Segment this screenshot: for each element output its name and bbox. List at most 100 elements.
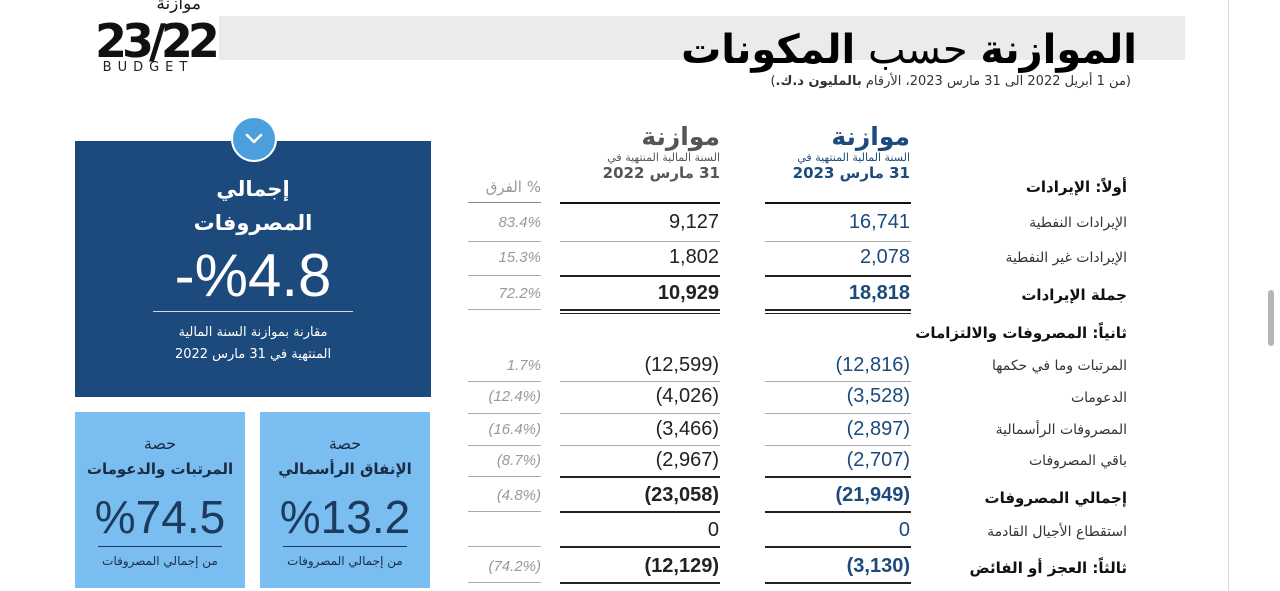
row-rule xyxy=(765,511,911,513)
row-label: جملة الإيرادات xyxy=(1021,286,1127,304)
value-diff: 15.3% xyxy=(498,249,541,266)
value-diff: (8.7%) xyxy=(496,452,541,469)
row-rule xyxy=(765,445,911,446)
value-2023: (3,528) xyxy=(846,385,910,407)
value-2023: (21,949) xyxy=(835,484,911,506)
value-diff: (12.4%) xyxy=(488,388,541,405)
value-2023: 2,078 xyxy=(859,246,910,268)
share-subject: الإنفاق الرأسمالي xyxy=(278,460,412,478)
value-2022: 1,802 xyxy=(668,246,719,268)
column-title: موازنة xyxy=(641,122,720,151)
column-title: موازنة xyxy=(831,122,910,151)
share-heading: حصة xyxy=(143,434,177,453)
title-bold-1: الموازنة xyxy=(980,27,1137,73)
value-diff: (4.8%) xyxy=(496,487,541,504)
share-value: %13.2 xyxy=(279,491,411,543)
value-2022: 9,127 xyxy=(668,211,719,233)
row-rule xyxy=(468,413,541,414)
row-rule xyxy=(468,309,541,310)
value-2023: 16,741 xyxy=(848,211,910,233)
row-rule xyxy=(560,413,720,414)
value-2023: (2,707) xyxy=(846,449,910,471)
value-2022: (4,026) xyxy=(655,385,719,407)
value-2022: (12,599) xyxy=(644,354,720,376)
row-rule xyxy=(765,275,911,277)
column-date: 31 مارس 2022 xyxy=(602,164,720,182)
value-2023: (12,816) xyxy=(835,354,911,376)
value-2022: (12,129) xyxy=(644,555,720,577)
row-label: استقطاع الأجيال القادمة xyxy=(987,524,1127,540)
row-rule xyxy=(765,582,911,584)
row-rule xyxy=(468,476,541,477)
row-rule xyxy=(560,241,720,242)
column-date: 31 مارس 2023 xyxy=(792,164,910,182)
value-diff: (16.4%) xyxy=(488,421,541,438)
share-heading: حصة xyxy=(328,434,362,453)
row-rule xyxy=(765,476,911,478)
value-diff: (74.2%) xyxy=(488,558,541,575)
row-rule xyxy=(560,476,720,478)
row-rule xyxy=(560,511,720,513)
value-2023: 0 xyxy=(898,519,910,541)
title-bold-2: المكونات xyxy=(681,27,856,73)
row-rule xyxy=(560,582,720,584)
salaries-share-panel: حصة المرتبات والدعومات %74.5 من إجمالي ا… xyxy=(75,412,245,588)
logo-english-text: BUDGET xyxy=(102,60,194,75)
value-2022: 0 xyxy=(707,519,719,541)
section-heading-expenses: ثانياً: المصروفات والالتزامات xyxy=(915,324,1127,342)
row-rule xyxy=(765,413,911,414)
page-subtitle: (من 1 أبريل 2022 الى 31 مارس 2023، الأرق… xyxy=(770,74,1131,89)
row-label: الإيرادات النفطية xyxy=(1029,215,1127,231)
value-2022: (23,058) xyxy=(644,484,720,506)
row-label: المصروفات الرأسمالية xyxy=(995,422,1127,438)
budget-logo: موازنة 23/22 BUDGET xyxy=(95,0,220,78)
share-footer: من إجمالي المصروفات xyxy=(287,554,403,568)
value-2023: 18,818 xyxy=(848,282,910,304)
share-subject: المرتبات والدعومات xyxy=(86,460,234,478)
row-label: ثالثاً: العجز أو الفائض xyxy=(969,559,1127,577)
row-rule xyxy=(468,241,541,242)
row-label: المرتبات وما في حكمها xyxy=(992,358,1127,374)
value-2022: (3,466) xyxy=(655,418,719,440)
value-2023: (3,130) xyxy=(846,555,910,577)
row-rule xyxy=(560,381,720,382)
logo-arabic-text: موازنة xyxy=(156,0,201,14)
total-expenses-panel: إجمالي المصروفات -%4.8 مقارنة بموازنة ال… xyxy=(75,141,431,397)
row-rule xyxy=(765,309,911,311)
logo-year: 23/22 xyxy=(95,14,220,68)
subtitle-prefix: (من 1 أبريل 2022 الى 31 مارس 2023، الأرق… xyxy=(861,74,1131,89)
row-label: الدعومات xyxy=(1070,390,1127,406)
panel-divider xyxy=(153,311,353,312)
share-divider xyxy=(283,546,407,547)
header-rule xyxy=(468,202,541,203)
panel-note-line2: المنتهية في 31 مارس 2022 xyxy=(174,347,332,362)
share-divider xyxy=(98,546,222,547)
column-header-2023: موازنة السنة المالية المنتهية في 31 مارس… xyxy=(760,122,910,182)
scrollbar-thumb[interactable] xyxy=(1268,290,1274,346)
value-2022: 10,929 xyxy=(657,282,719,304)
row-rule xyxy=(765,241,911,242)
row-rule xyxy=(560,546,720,548)
value-diff: 72.2% xyxy=(498,285,541,302)
panel-note-line1: مقارنة بموازنة السنة المالية xyxy=(178,325,328,340)
budget-page: موازنة 23/22 BUDGET الموازنة حسب المكونا… xyxy=(75,0,1185,588)
row-rule xyxy=(468,275,541,276)
panel-title-line1: إجمالي xyxy=(216,177,290,201)
row-rule xyxy=(468,381,541,382)
section-heading-revenues: أولاً: الإيرادات xyxy=(1025,178,1127,196)
row-rule xyxy=(560,275,720,277)
header-rule xyxy=(560,202,720,204)
row-label: الإيرادات غير النفطية xyxy=(1005,250,1127,266)
chevron-down-icon[interactable] xyxy=(231,116,277,162)
page-title: الموازنة حسب المكونات xyxy=(681,24,1137,76)
row-rule xyxy=(765,381,911,382)
row-rule xyxy=(765,546,911,548)
row-rule xyxy=(468,445,541,446)
row-rule xyxy=(765,313,911,314)
panel-percent-value: -%4.8 xyxy=(174,242,332,309)
row-rule xyxy=(560,309,720,311)
row-rule xyxy=(468,546,541,547)
value-diff: 1.7% xyxy=(506,357,541,374)
title-bar: الموازنة حسب المكونات xyxy=(219,16,1185,73)
subtitle-unit: بالمليون د.ك. xyxy=(775,74,862,89)
